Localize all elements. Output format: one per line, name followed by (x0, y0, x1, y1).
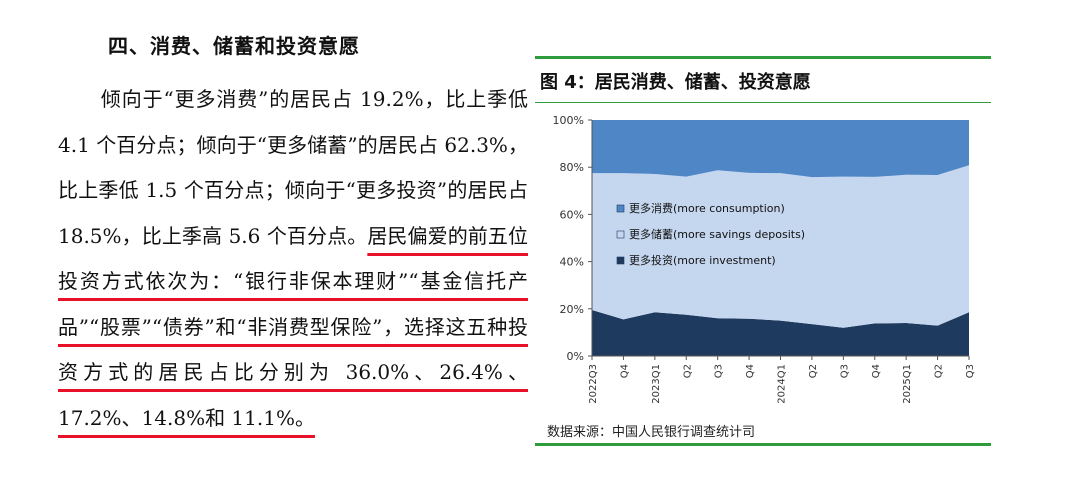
x-tick-label: Q3 (714, 364, 725, 378)
figure-title-rule (535, 102, 991, 103)
paragraph-text: 倾向于“更多消费”的居民占 19.2%，比上季低 4.1 个百分点；倾向于“更多… (58, 87, 528, 248)
y-tick-label: 80% (560, 161, 584, 174)
x-tick-label: Q4 (871, 364, 882, 378)
x-tick-label: Q4 (745, 364, 756, 378)
legend-label: 更多消费(more consumption) (629, 201, 785, 215)
x-tick-label: Q2 (682, 364, 693, 378)
area-chart: 0% 20% 40% 60% 80% 100% 2022Q3 Q4 2023Q1 Q2 Q3 Q4 20… (553, 114, 976, 404)
figure-title: 图 4：居民消费、储蓄、投资意愿 (540, 72, 811, 93)
x-tick-label: Q2 (934, 364, 945, 378)
figure-top-rule (535, 56, 991, 59)
legend-label: 更多储蓄(more savings deposits) (629, 227, 805, 241)
series-area-2 (592, 120, 969, 178)
figure-bottom-rule (535, 443, 991, 446)
series-area-0 (592, 310, 969, 356)
y-tick-label: 0% (567, 350, 584, 363)
x-tick-label: 2022Q3 (588, 364, 599, 404)
y-tick-label: 40% (560, 256, 584, 269)
y-tick-label: 100% (553, 114, 584, 127)
x-tick-label: Q3 (839, 364, 850, 378)
article-paragraph: 倾向于“更多消费”的居民占 19.2%，比上季低 4.1 个百分点；倾向于“更多… (58, 77, 528, 441)
legend-swatch (616, 256, 625, 265)
x-tick-label: Q2 (808, 364, 819, 378)
section-heading: 四、消费、储蓄和投资意愿 (108, 34, 360, 58)
x-tick-label: Q4 (619, 364, 630, 378)
x-tick-label: 2025Q1 (902, 364, 913, 404)
series-area-1 (592, 165, 969, 328)
legend-swatch (616, 204, 625, 213)
x-tick-label: 2023Q1 (651, 364, 662, 404)
x-tick-label: Q3 (965, 364, 976, 378)
legend-swatch (616, 230, 625, 239)
legend-label: 更多投资(more investment) (629, 253, 776, 267)
y-tick-label: 60% (560, 208, 584, 221)
figure-panel: 图 4：居民消费、储蓄、投资意愿 0% 20% 40% 60% 80% 100% 2022Q… (535, 56, 995, 446)
article-section: 四、消费、储蓄和投资意愿 倾向于“更多消费”的居民占 19.2%，比上季低 4.… (58, 30, 528, 441)
data-source: 数据来源：中国人民银行调查统计司 (547, 425, 756, 440)
x-tick-label: 2024Q1 (777, 364, 788, 404)
y-tick-label: 20% (560, 303, 584, 316)
highlighted-text: 居民偏爱的前五位投资方式依次为：“银行非保本理财”“基金信托产品”“股票”“债券… (58, 223, 529, 430)
